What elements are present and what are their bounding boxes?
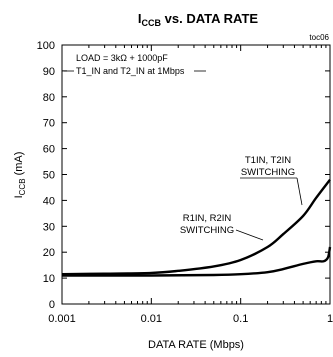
series-line-2 [61, 246, 332, 277]
y-tick-label: 10 [43, 273, 55, 285]
x-tick-label: 0.1 [233, 313, 248, 325]
y-axis-ticks: 0 10 20 30 40 50 60 70 80 90 100 [37, 40, 330, 311]
note-line-2: T1_IN and T2_IN at 1Mbps [76, 66, 185, 76]
series-2-label-line-1: R1IN, R2IN [183, 213, 232, 224]
series-1-annotation: T1IN, T2IN SWITCHING [241, 155, 295, 178]
series-group [61, 70, 332, 277]
y-tick-label: 30 [43, 221, 55, 233]
x-tick-label: 1 [327, 313, 333, 325]
series-1-label-line-1: T1IN, T2IN [245, 155, 291, 166]
x-tick-label: 0.001 [48, 313, 76, 325]
series-2-leader [235, 229, 264, 241]
x-tick-label: 0.01 [141, 313, 162, 325]
y-tick-label: 50 [43, 170, 55, 182]
y-tick-label: 90 [43, 66, 55, 78]
series-line-1 [61, 178, 331, 276]
y-tick-label: 70 [43, 118, 55, 130]
test-conditions-note: LOAD = 3kΩ + 1000pF T1_IN and T2_IN at 1… [76, 53, 185, 76]
y-tick-label: 40 [43, 195, 55, 207]
series-1-label-line-2: SWITCHING [241, 167, 295, 178]
x-axis-ticks: 0.001 0.01 0.1 1 [48, 45, 333, 325]
figure-tag: toc06 [309, 33, 329, 42]
series-1-leader-tail [296, 177, 303, 206]
note-line-1: LOAD = 3kΩ + 1000pF [76, 53, 168, 63]
y-tick-label: 0 [49, 299, 55, 311]
series-2-annotation: R1IN, R2IN SWITCHING [180, 213, 234, 236]
y-tick-label: 20 [43, 247, 55, 259]
series-2-label-line-2: SWITCHING [180, 225, 234, 236]
y-tick-label: 100 [37, 40, 55, 52]
y-axis-label: ICCB (mA) [13, 152, 27, 199]
chart-title: ICCB vs. DATA RATE [138, 11, 258, 28]
y-tick-label: 60 [43, 144, 55, 156]
x-axis-label: DATA RATE (Mbps) [148, 339, 244, 351]
y-tick-label: 80 [43, 92, 55, 104]
